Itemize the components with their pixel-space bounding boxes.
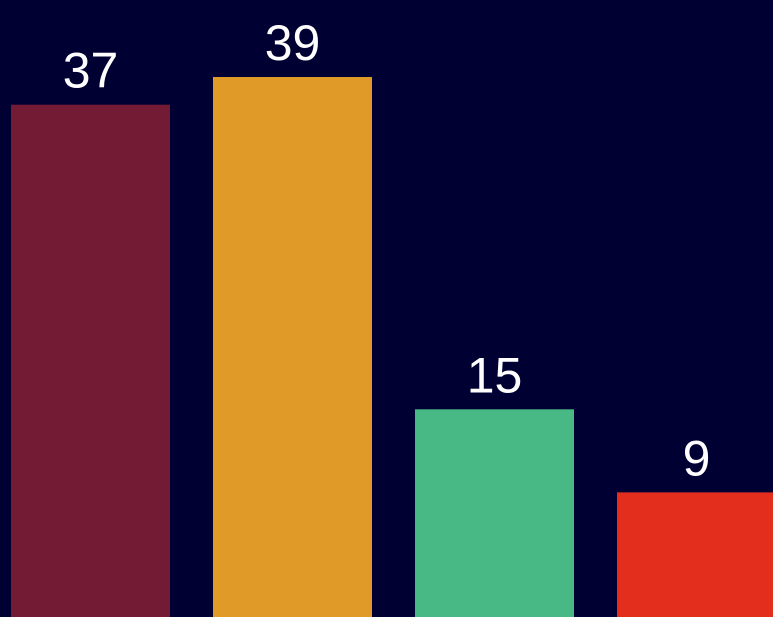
bar-value-label-3: 15 (467, 347, 523, 403)
bar-value-label-1: 37 (63, 43, 119, 99)
bars-group (11, 77, 773, 617)
bar-1 (11, 104, 170, 617)
bar-value-label-4: 9 (683, 430, 711, 486)
bar-3 (415, 409, 574, 617)
value-labels-group: 37 39 15 9 (63, 15, 711, 486)
bar-4 (617, 492, 773, 617)
bar-value-label-2: 39 (265, 15, 321, 71)
bar-2 (213, 77, 372, 617)
